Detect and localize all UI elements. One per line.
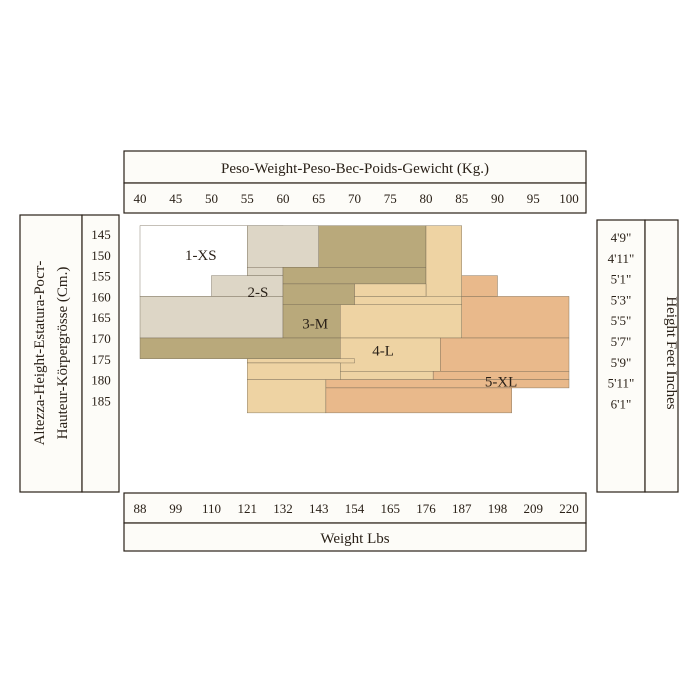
top-axis-tick: 90 [491, 191, 504, 206]
bottom-axis-tick: 209 [524, 501, 544, 516]
bottom-axis-title: Weight Lbs [320, 531, 389, 547]
zone-4-l-cell [247, 379, 327, 414]
bottom-axis-tick: 165 [381, 501, 401, 516]
zone-4-l-cell [247, 362, 341, 380]
zone-2-s-cell [247, 267, 284, 276]
top-axis-tick: 70 [348, 191, 361, 206]
bottom-axis-tick: 143 [309, 501, 329, 516]
top-axis-tick: 45 [169, 191, 182, 206]
left-axis-tick: 165 [91, 310, 111, 325]
left-axis-title-line1: Altezza-Height-Estatura-Рост- [32, 261, 48, 446]
zone-4-l-cell [340, 371, 434, 380]
zone-label-2-s: 2-S [248, 285, 269, 301]
right-axis-title: Height Feet Inches [663, 296, 679, 409]
right-axis-tick: 6'1" [611, 396, 632, 411]
right-axis-ticks-box [596, 219, 646, 493]
left-axis-tick: 150 [91, 248, 111, 263]
top-axis-tick: 100 [559, 191, 579, 206]
right-axis-tick: 5'3" [611, 292, 632, 307]
top-axis-ticks-box [123, 182, 587, 214]
zone-label-5-xl: 5-XL [485, 375, 518, 391]
bottom-axis-ticks: 88 99 110 121 132 143 154 165 176 187 198 209 220 [134, 501, 579, 516]
left-axis-title-box [19, 214, 83, 493]
bottom-axis-tick: 121 [238, 501, 258, 516]
left-axis-ticks-box [81, 214, 120, 493]
top-axis-tick: 80 [420, 191, 433, 206]
left-axis-tick: 155 [91, 269, 111, 284]
top-axis-ticks: 40 45 50 55 60 65 70 75 80 85 90 95 100 [134, 191, 579, 206]
bottom-axis-tick: 187 [452, 501, 472, 516]
zone-4-l-cell [247, 358, 355, 364]
zone-5-xl-cell [325, 379, 570, 389]
zone-label-4-l: 4-L [372, 343, 394, 359]
left-axis-tick: 175 [91, 352, 111, 367]
left-axis-ticks: 145 150 155 160 165 170 175 180 185 [91, 227, 111, 408]
zone-5-xl-cell [461, 296, 570, 339]
right-axis-ticks: 4'9" 4'11" 5'1" 5'3" 5'5" 5'7" 5'9" 5'11" 6'1" [608, 230, 635, 411]
left-axis-tick: 160 [91, 289, 111, 304]
top-axis-tick: 65 [312, 191, 325, 206]
right-axis-title-box [644, 219, 679, 493]
zone-2-s-cell [139, 296, 284, 339]
left-axis-tick: 185 [91, 393, 111, 408]
zone-3-m-cell [282, 283, 355, 305]
size-zone-labels: 1-XS 2-S 3-M 4-L 5-XL [185, 248, 517, 391]
left-axis-tick: 180 [91, 373, 111, 388]
zone-3-m-cell [318, 225, 427, 268]
right-axis-tick: 5'9" [611, 355, 632, 370]
top-axis-tick: 50 [205, 191, 218, 206]
zone-label-1-xs: 1-XS [185, 248, 217, 264]
top-axis-tick: 40 [134, 191, 147, 206]
size-zones [139, 225, 570, 414]
left-axis-title-line2: Hauteur-Körpergrösse (Cm.) [55, 267, 71, 440]
bottom-axis-tick: 154 [345, 501, 365, 516]
bottom-axis-tick: 220 [559, 501, 579, 516]
right-axis-tick: 4'11" [608, 251, 635, 266]
zone-2-s-cell [247, 225, 319, 268]
bottom-axis-tick: 88 [134, 501, 147, 516]
top-axis-tick: 85 [455, 191, 468, 206]
right-axis-tick: 5'7" [611, 334, 632, 349]
bottom-axis-tick: 132 [273, 501, 293, 516]
zone-4-l-cell [354, 296, 462, 305]
top-axis-tick: 55 [241, 191, 254, 206]
left-axis-tick: 145 [91, 227, 111, 242]
top-axis-tick: 60 [277, 191, 290, 206]
bottom-axis-tick: 176 [416, 501, 436, 516]
bottom-axis-tick: 99 [169, 501, 182, 516]
right-axis-tick: 5'5" [611, 313, 632, 328]
right-axis-tick: 4'9" [611, 230, 632, 245]
top-axis-tick: 75 [384, 191, 397, 206]
top-axis-title-box [123, 150, 587, 184]
zone-5-xl-cell [325, 387, 512, 414]
zone-5-xl-cell [461, 275, 498, 297]
zone-4-l-cell [354, 283, 427, 297]
zone-label-3-m: 3-M [302, 316, 328, 332]
left-axis-tick: 170 [91, 331, 111, 346]
top-axis-tick: 95 [527, 191, 540, 206]
right-axis-tick: 5'1" [611, 272, 632, 287]
bottom-axis-title-box [123, 522, 587, 552]
zone-4-l-cell [340, 304, 462, 339]
bottom-axis-tick: 198 [488, 501, 508, 516]
top-axis-title: Peso-Weight-Peso-Bec-Poids-Gewicht (Kg.) [221, 161, 489, 177]
right-axis-tick: 5'11" [608, 376, 635, 391]
zone-3-m-cell [282, 267, 427, 285]
zone-5-xl-cell [440, 337, 570, 372]
bottom-axis-ticks-box [123, 492, 587, 524]
bottom-axis-tick: 110 [202, 501, 221, 516]
zone-3-m-cell [139, 337, 341, 359]
